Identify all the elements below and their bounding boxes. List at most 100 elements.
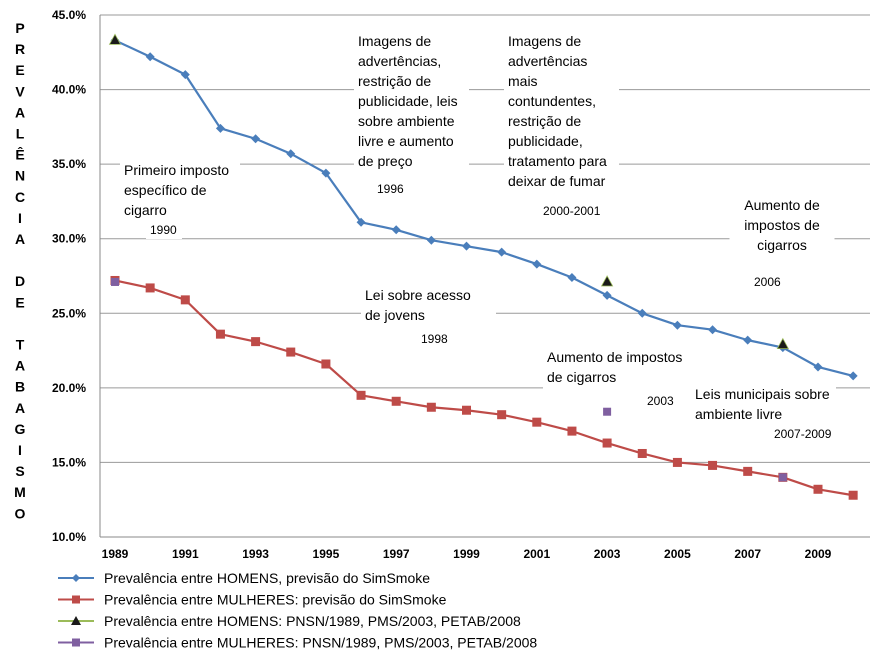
data-point (215, 329, 225, 339)
annotation-text: Aumento de impostos (547, 349, 682, 365)
data-point (462, 241, 471, 251)
series-3 (111, 277, 787, 482)
annotation-text: de preço (358, 153, 413, 169)
data-point (672, 320, 682, 330)
annotation-year-bg (373, 180, 409, 198)
data-point (602, 290, 612, 300)
series (108, 33, 858, 500)
annotation-text: publicidade, (508, 133, 583, 149)
y-tick-label: 25.0% (52, 306, 86, 320)
data-point (286, 347, 296, 357)
annotation-text: impostos de (744, 217, 820, 233)
annotation-text: ambiente livre (695, 406, 782, 422)
y-axis-label-letter: Ê (15, 146, 24, 163)
data-point (532, 417, 542, 427)
series-1 (110, 275, 858, 500)
annotation-text: deixar de fumar (508, 173, 606, 189)
annotation-text: mais (508, 73, 538, 89)
y-axis-label-letter: C (15, 189, 25, 205)
annotation-year: 1998 (421, 332, 448, 346)
x-tick-label: 1993 (242, 547, 269, 561)
series-line (114, 279, 854, 497)
data-point (356, 390, 366, 400)
legend-item: Prevalência entre MULHERES: PNSN/1989, P… (58, 635, 537, 651)
legend-label: Prevalência entre MULHERES: PNSN/1989, P… (104, 635, 537, 651)
annotation-text: Aumento de (744, 197, 820, 213)
x-tick-label: 1989 (102, 547, 129, 561)
y-axis-label-letter: M (14, 484, 26, 500)
y-axis-label-letter: O (15, 505, 26, 521)
annotation-text: tratamento para (508, 153, 607, 169)
data-point (286, 149, 296, 159)
annotation-text: restrição de (508, 113, 581, 129)
data-point (602, 438, 612, 448)
annotation-bg (120, 159, 240, 227)
annotation-year-bg (750, 273, 786, 291)
x-tick-label: 2003 (594, 547, 621, 561)
data-point (567, 426, 577, 436)
annotation-text: sobre ambiente (358, 113, 455, 129)
data-point (637, 308, 647, 318)
annotation-a2007: Leis municipais sobre ambiente livre 2007-… (691, 383, 841, 443)
annotation-text: livre e aumento (358, 133, 454, 149)
data-point (215, 123, 225, 133)
y-tick-labels: 10.0% 15.0% 20.0% 25.0% 30.0% 35.0% 40.0% 45.0% (52, 8, 86, 544)
legend-marker (71, 616, 81, 625)
y-axis-label-letter: V (15, 83, 25, 99)
data-point (776, 337, 790, 350)
data-point (637, 448, 647, 458)
x-tick-label: 2005 (664, 547, 691, 561)
data-point (251, 134, 261, 144)
x-tick-label: 1999 (453, 547, 480, 561)
data-point (391, 396, 401, 406)
series-2 (108, 33, 790, 350)
y-axis-label-letter: I (18, 442, 22, 458)
data-point (321, 359, 331, 369)
data-point (145, 52, 155, 62)
annotation-year-bg (417, 330, 453, 348)
annotations: Primeiro imposto específico de cigarro 1990… (120, 30, 841, 443)
data-point (180, 70, 190, 80)
annotation-text: específico de (124, 182, 207, 198)
data-point (111, 277, 119, 286)
legend-marker (72, 595, 80, 604)
annotation-year: 2000-2001 (543, 204, 601, 218)
annotation-bg (543, 346, 693, 394)
data-point (180, 295, 190, 305)
y-axis-label-letter: A (15, 104, 25, 120)
data-point (672, 457, 682, 467)
x-tick-label: 1995 (313, 547, 340, 561)
legend-marker (72, 574, 80, 582)
y-axis-label-letter: T (16, 337, 25, 353)
x-tick-label: 2007 (734, 547, 761, 561)
y-tick-label: 15.0% (52, 455, 86, 469)
data-point (567, 272, 577, 282)
data-point (356, 217, 366, 227)
y-tick-label: 40.0% (52, 83, 86, 97)
data-point (813, 362, 823, 372)
annotation-year: 1996 (377, 182, 404, 196)
annotation-text: de jovens (365, 307, 425, 323)
legend-label: Prevalência entre MULHERES: previsão do … (104, 592, 447, 608)
data-point (848, 490, 858, 500)
data-point (426, 402, 436, 412)
annotation-text: advertências, (358, 53, 441, 69)
annotation-text: Imagens de (358, 33, 431, 49)
annotation-bg (691, 383, 836, 431)
y-axis-label-letter: D (15, 273, 25, 289)
data-point (813, 484, 823, 494)
x-tick-label: 1997 (383, 547, 410, 561)
annotation-year: 1990 (150, 223, 177, 237)
y-axis-label-letter: A (15, 358, 25, 374)
legend-label: Prevalência entre HOMENS: PNSN/1989, PMS… (104, 613, 521, 629)
annotation-year-bg (146, 221, 182, 239)
axes (99, 15, 870, 538)
y-axis-label-letter: A (15, 231, 25, 247)
annotation-year: 2007-2009 (774, 427, 832, 441)
annotation-a2006: Aumento de impostos de cigarros 2006 (729, 194, 835, 291)
x-tick-labels: 1989 1991 1993 1995 1997 1999 2001 2003 2005 2007… (102, 547, 832, 561)
data-point (600, 275, 614, 287)
annotation-bg (361, 284, 496, 332)
annotation-year-bg (643, 392, 679, 410)
